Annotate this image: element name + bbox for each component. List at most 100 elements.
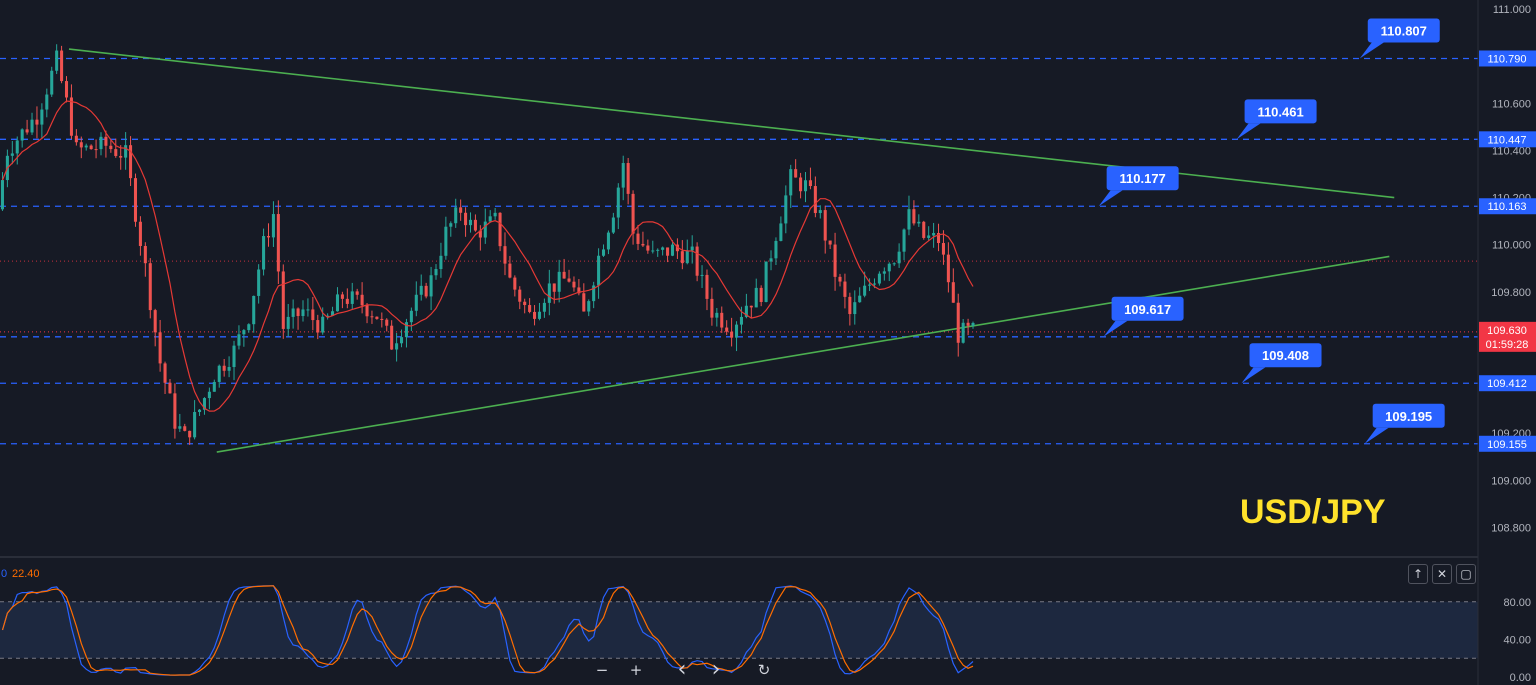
level-lines	[0, 57, 1478, 445]
candle-body	[178, 426, 182, 429]
candle-body	[20, 129, 24, 141]
callout-pointer	[1241, 367, 1266, 384]
candle-body	[464, 212, 468, 226]
candle-body	[799, 177, 803, 192]
candle-body	[754, 287, 758, 308]
candle-body	[360, 294, 364, 306]
candle-body	[168, 382, 172, 394]
candle-body	[601, 249, 606, 256]
price-tick: 111.000	[1493, 4, 1531, 16]
zoom-out-button[interactable]: −	[595, 661, 609, 679]
candle-body	[597, 255, 601, 286]
callouts: 110.807 110.461 110.177 109.617 109.408 109.1…	[1098, 18, 1445, 444]
candle-body	[114, 149, 118, 156]
callout-box	[1244, 99, 1317, 124]
candle-body	[40, 109, 44, 125]
candle-body	[848, 296, 852, 315]
candle-body	[917, 221, 921, 224]
candle-body	[922, 221, 926, 238]
candle-body	[276, 214, 280, 272]
candle-body	[89, 145, 93, 150]
candle-body	[725, 327, 729, 332]
candle-body	[789, 169, 793, 196]
callout-label: 110.177	[1120, 171, 1166, 186]
candle-body	[587, 301, 591, 312]
candle-body	[153, 310, 157, 333]
candle-body	[257, 269, 261, 296]
candle-body	[818, 210, 822, 214]
candle-body	[434, 269, 438, 276]
candle-body	[872, 283, 877, 285]
callout-box	[1111, 296, 1184, 321]
candles	[0, 44, 975, 445]
current-price-badge	[1479, 321, 1536, 352]
callout-label: 109.408	[1262, 348, 1309, 363]
level-badge	[1479, 198, 1536, 215]
candle-body	[749, 305, 753, 308]
candle-body	[163, 363, 167, 383]
candle-body	[212, 381, 216, 392]
candle-body	[335, 294, 340, 312]
candle-body	[616, 187, 620, 218]
candle-body	[739, 316, 743, 325]
level-badge	[1479, 435, 1536, 452]
stoch-d-line	[1, 585, 974, 676]
candle-body	[592, 285, 596, 302]
level-badge	[1479, 375, 1536, 392]
stoch-band-lines	[0, 601, 1478, 659]
candle-body	[109, 145, 113, 150]
candle-body	[582, 293, 586, 312]
scroll-right-button[interactable]: ›	[711, 656, 721, 682]
candle-body	[385, 319, 389, 326]
callout-pointer	[1103, 320, 1128, 337]
candle-body	[562, 271, 566, 279]
move-pane-up-button[interactable]: ↑	[1408, 564, 1428, 584]
callout-box	[1249, 343, 1322, 368]
level-badge	[1479, 131, 1536, 148]
candle-body	[621, 163, 625, 188]
candle-body	[326, 315, 330, 317]
scroll-left-button[interactable]: ‹	[677, 656, 687, 682]
candle-body	[459, 207, 463, 213]
zoom-in-button[interactable]: +	[629, 661, 643, 679]
candle-body	[271, 214, 275, 238]
candle-body	[375, 316, 379, 319]
candle-body	[193, 412, 197, 438]
reset-chart-button[interactable]: ↻	[757, 661, 771, 679]
level-badge-text: 110.163	[1488, 201, 1527, 213]
candle-body	[331, 311, 335, 316]
candle-body	[813, 186, 817, 214]
callout-label: 110.461	[1257, 104, 1303, 119]
candle-body	[69, 97, 73, 136]
candle-body	[946, 254, 950, 283]
callout-box	[1367, 18, 1440, 43]
candle-body	[670, 244, 675, 256]
candle-body	[636, 233, 640, 244]
candle-body	[321, 316, 325, 333]
candle-body	[887, 263, 891, 272]
candle-body	[454, 207, 458, 224]
candle-body	[823, 210, 827, 241]
callout-pointer	[1236, 123, 1261, 140]
candle-body	[730, 331, 734, 338]
candle-body	[483, 221, 487, 238]
candle-body	[956, 302, 960, 343]
maximize-pane-button[interactable]: ▢	[1456, 564, 1476, 584]
level-badge	[1479, 50, 1536, 67]
candle-body	[15, 140, 19, 154]
candle-body	[419, 285, 423, 295]
candle-body	[932, 233, 936, 236]
candle-body	[547, 283, 551, 303]
close-pane-button[interactable]: ✕	[1432, 564, 1452, 584]
candle-body	[611, 217, 615, 233]
candle-body	[577, 287, 581, 294]
price-tick: 108.800	[1491, 522, 1531, 534]
axis-badges: 110.790110.447110.163109.609109.412109.1…	[1479, 50, 1536, 452]
candle-body	[301, 309, 305, 317]
candle-body	[99, 136, 103, 150]
callout-pointer	[1098, 190, 1123, 207]
candle-body	[735, 324, 739, 338]
candle-body	[45, 94, 49, 110]
candle-body	[429, 275, 433, 297]
